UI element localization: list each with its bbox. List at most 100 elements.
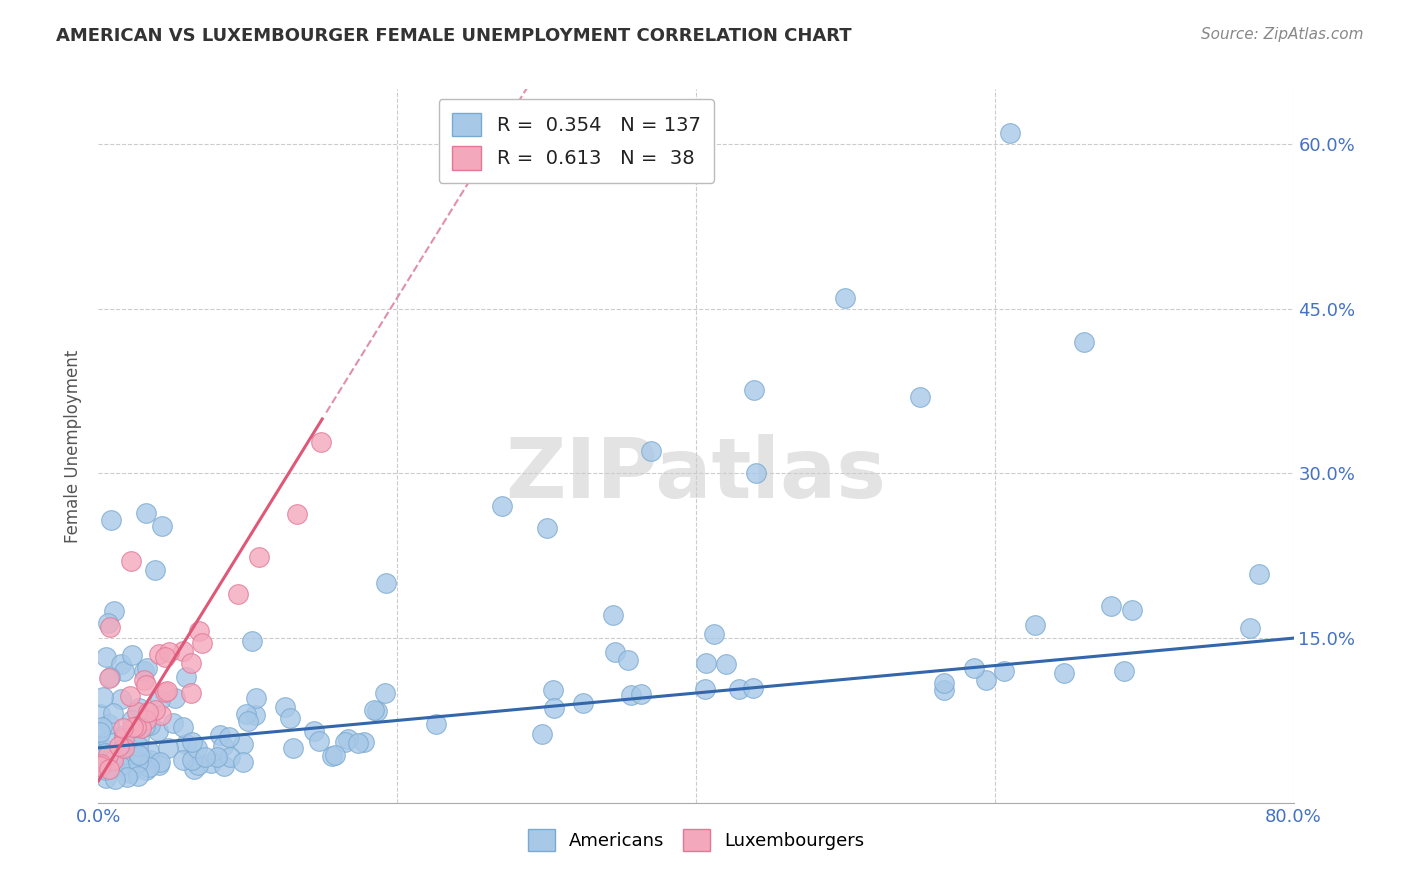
Point [157, 645, 180, 659]
Point [1052, 666, 1074, 681]
Point [98, 671, 121, 685]
Point [205, 749, 228, 764]
Point [101, 760, 124, 774]
Point [536, 521, 558, 535]
Point [541, 682, 564, 697]
Point [148, 647, 170, 661]
Point [110, 692, 132, 706]
Point [127, 719, 149, 733]
Point [111, 747, 134, 761]
Point [89, 758, 111, 772]
Point [148, 758, 170, 772]
Point [180, 656, 202, 670]
Point [138, 760, 160, 774]
Point [240, 634, 263, 648]
Point [110, 657, 132, 672]
Point [321, 748, 343, 763]
Point [97, 748, 120, 763]
Point [188, 624, 211, 638]
Point [135, 764, 157, 778]
Point [125, 720, 148, 734]
Point [132, 673, 155, 688]
Point [172, 754, 194, 768]
Point [112, 728, 135, 742]
Point [143, 564, 166, 578]
Point [128, 701, 150, 715]
Point [112, 731, 135, 746]
Point [98, 670, 121, 684]
Point [162, 716, 184, 731]
Point [232, 737, 254, 751]
Point [1114, 664, 1136, 678]
Point [132, 664, 155, 678]
Point [353, 735, 375, 749]
Point [108, 739, 131, 753]
Point [155, 684, 177, 698]
Point [323, 747, 346, 762]
Point [703, 627, 725, 641]
Point [103, 603, 125, 617]
Point [121, 713, 143, 727]
Point [245, 708, 267, 723]
Point [98, 620, 122, 634]
Point [97, 616, 120, 631]
Point [111, 741, 134, 756]
Point [180, 686, 202, 700]
Y-axis label: Female Unemployment: Female Unemployment [65, 350, 83, 542]
Point [115, 739, 138, 753]
Point [98, 717, 121, 731]
Point [165, 691, 187, 706]
Point [934, 683, 956, 698]
Point [89, 738, 111, 752]
Point [89, 743, 111, 757]
Point [603, 645, 626, 659]
Point [908, 390, 931, 404]
Point [96, 756, 118, 771]
Text: ZIPatlas: ZIPatlas [506, 434, 886, 515]
Point [1073, 334, 1095, 349]
Point [194, 750, 217, 764]
Point [96, 649, 118, 664]
Point [90, 756, 112, 771]
Point [127, 739, 149, 754]
Point [218, 731, 240, 745]
Point [347, 736, 370, 750]
Point [238, 714, 260, 728]
Point [125, 745, 148, 759]
Point [172, 720, 194, 734]
Point [235, 706, 257, 721]
Point [97, 734, 120, 748]
Point [375, 575, 398, 590]
Point [121, 648, 143, 662]
Point [247, 550, 270, 565]
Point [543, 701, 565, 715]
Point [94, 746, 117, 760]
Point [640, 444, 662, 458]
Point [1024, 618, 1046, 632]
Point [118, 766, 141, 780]
Point [120, 689, 142, 703]
Point [94, 772, 117, 786]
Point [91, 719, 114, 733]
Point [136, 716, 159, 731]
Point [150, 519, 173, 533]
Point [742, 383, 765, 397]
Point [1099, 599, 1122, 614]
Point [136, 661, 159, 675]
Point [232, 755, 254, 769]
Point [127, 706, 149, 720]
Point [302, 724, 325, 739]
Point [374, 686, 396, 700]
Point [149, 693, 172, 707]
Legend: Americans, Luxembourgers: Americans, Luxembourgers [520, 822, 872, 858]
Point [491, 500, 513, 514]
Point [139, 718, 162, 732]
Point [366, 704, 388, 718]
Point [274, 700, 297, 714]
Point [100, 513, 122, 527]
Text: Source: ZipAtlas.com: Source: ZipAtlas.com [1201, 27, 1364, 42]
Point [998, 126, 1021, 140]
Point [212, 739, 235, 753]
Point [156, 740, 179, 755]
Point [128, 748, 150, 763]
